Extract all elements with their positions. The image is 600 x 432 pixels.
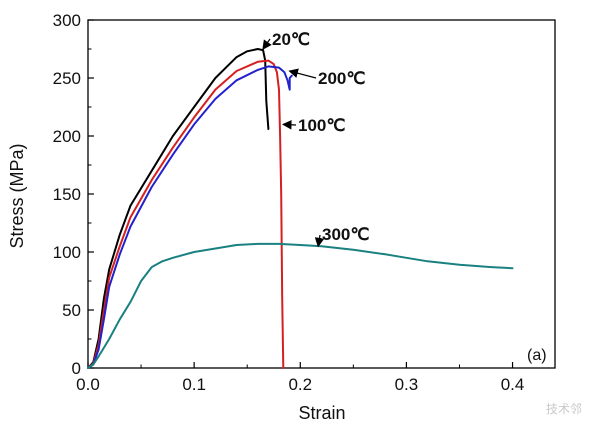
y-tick-label: 300	[53, 11, 81, 30]
x-tick-label: 0.2	[288, 375, 312, 394]
x-tick-label: 0.1	[182, 375, 206, 394]
y-tick-label: 250	[53, 69, 81, 88]
series-line-300c	[87, 242, 514, 369]
y-tick-label: 150	[53, 185, 81, 204]
x-axis-label: Strain	[298, 403, 345, 423]
series-label-300c: 300℃	[322, 225, 369, 244]
x-tick-label: 0.0	[76, 375, 100, 394]
series-label-200c: 200℃	[318, 69, 365, 88]
x-tick-label: 0.3	[395, 375, 419, 394]
y-tick-label: 0	[72, 359, 81, 378]
annotation-arrow	[288, 68, 317, 79]
annotation-arrow	[262, 38, 272, 50]
series-line-200c	[87, 65, 293, 369]
y-axis-label: Stress (MPa)	[7, 143, 27, 248]
panel-label: (a)	[527, 347, 547, 364]
y-tick-label: 50	[62, 301, 81, 320]
series-label-20c: 20℃	[272, 30, 310, 49]
series-line-100c	[87, 59, 285, 369]
watermark-text: 技术邻	[546, 402, 582, 416]
series-line-20c	[87, 48, 270, 369]
series-label-100c: 100℃	[298, 116, 345, 135]
annotation-arrow	[314, 234, 325, 248]
y-tick-label: 100	[53, 243, 81, 262]
annotation-arrow	[281, 119, 297, 130]
x-tick-label: 0.4	[501, 375, 525, 394]
y-tick-label: 200	[53, 127, 81, 146]
